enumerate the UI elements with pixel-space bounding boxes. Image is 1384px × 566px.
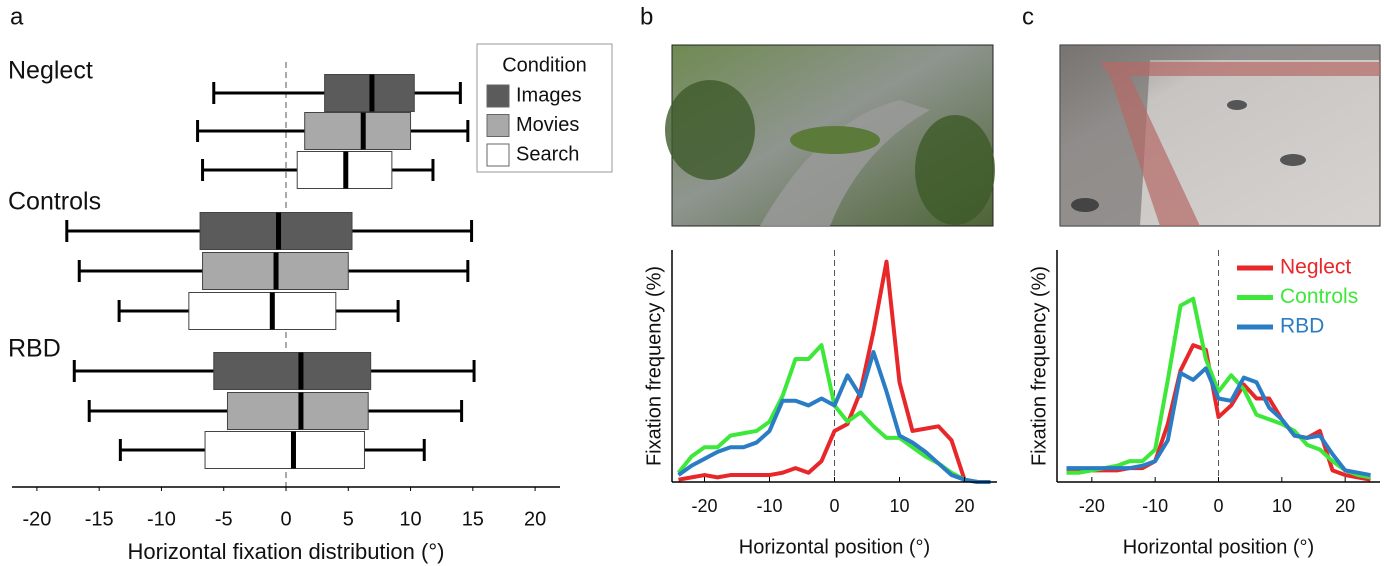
- box: [189, 293, 336, 330]
- legend-swatch: [487, 85, 509, 107]
- legend-label: Images: [516, 84, 582, 106]
- x-tick-label: 15: [462, 508, 484, 530]
- legend-label: Search: [516, 143, 579, 165]
- panel-label: b: [640, 3, 653, 30]
- x-tick-label: -20: [1079, 496, 1105, 516]
- box: [305, 113, 411, 150]
- x-tick-label: -10: [1142, 496, 1168, 516]
- x-tick-label: -15: [85, 508, 114, 530]
- x-axis-label: Horizontal fixation distribution (°): [128, 539, 445, 564]
- photo-pigeons: [1060, 45, 1380, 226]
- group-label: Neglect: [8, 57, 93, 85]
- x-tick-label: 10: [1272, 496, 1292, 516]
- legend-label: Movies: [516, 114, 579, 136]
- x-tick-label: 5: [343, 508, 354, 530]
- legend-label: Neglect: [1280, 256, 1351, 279]
- figure: a Neglect Controls RBD -20 -15 -10 -5 0 5 10 15 20 Ho…: [0, 0, 1384, 566]
- group-label: Controls: [8, 188, 101, 216]
- page: a Neglect Controls RBD -20 -15 -10 -5 0 5 10 15 20 Ho…: [0, 0, 1384, 566]
- x-tick-label: 0: [280, 508, 291, 530]
- x-axis-label: Horizontal position (°): [739, 536, 930, 558]
- panel-label: a: [10, 3, 24, 30]
- legend-label: Controls: [1280, 285, 1358, 308]
- x-tick-label: 10: [399, 508, 421, 530]
- y-axis-label: Fixation frequency (%): [1028, 266, 1050, 466]
- x-tick-label: 0: [829, 496, 839, 516]
- box: [205, 432, 364, 469]
- photo-street: [665, 45, 995, 226]
- x-axis-label: Horizontal position (°): [1123, 536, 1314, 558]
- legend-swatch: [487, 115, 509, 137]
- x-tick-label: 20: [954, 496, 974, 516]
- x-tick-label: 0: [1213, 496, 1223, 516]
- legend-title: Condition: [502, 54, 587, 76]
- x-tick-label: 20: [524, 508, 546, 530]
- x-tick-label: -10: [147, 508, 176, 530]
- legend-swatch: [487, 144, 509, 166]
- x-tick-label: -10: [756, 496, 782, 516]
- box: [227, 393, 368, 430]
- x-tick-label: 20: [1335, 496, 1355, 516]
- x-tick-label: -20: [22, 508, 51, 530]
- legend-label: RBD: [1280, 315, 1324, 338]
- x-tick-label: -5: [215, 508, 233, 530]
- y-axis-label: Fixation frequency (%): [643, 266, 665, 466]
- group-label: RBD: [8, 335, 61, 363]
- x-tick-label: -20: [691, 496, 717, 516]
- x-tick-label: 10: [889, 496, 909, 516]
- panel-label: c: [1022, 3, 1034, 30]
- box: [214, 353, 371, 390]
